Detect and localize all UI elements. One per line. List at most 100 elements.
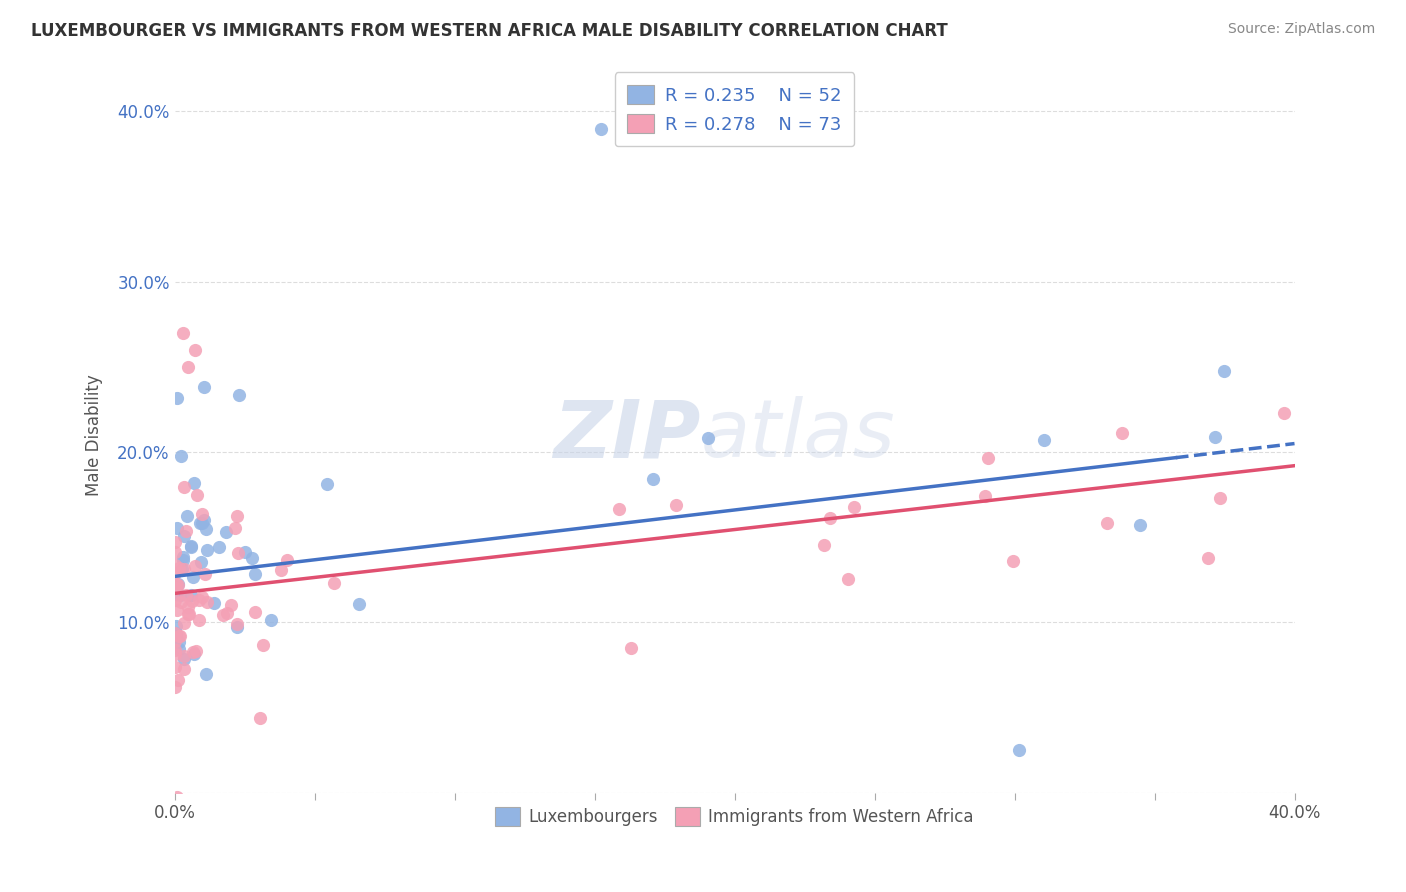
Point (163, 680, 186, 694)
Point (240, 551, 263, 566)
Point (1002, 554, 1025, 568)
Point (643, 472, 665, 486)
Text: atlas: atlas (702, 396, 896, 474)
Point (183, 476, 205, 491)
Point (620, 640, 643, 655)
Point (820, 511, 842, 525)
Point (190, 556, 212, 570)
Legend: Luxembourgers, Immigrants from Western Africa: Luxembourgers, Immigrants from Western A… (486, 799, 981, 834)
Point (165, 619, 187, 633)
Point (163, 643, 186, 657)
Point (252, 638, 274, 652)
Point (166, 577, 188, 591)
Point (173, 562, 195, 576)
Point (180, 588, 202, 602)
Point (173, 652, 195, 666)
Point (174, 524, 197, 539)
Point (166, 602, 188, 616)
Point (165, 625, 187, 640)
Y-axis label: Male Disability: Male Disability (86, 374, 103, 496)
Point (167, 641, 190, 656)
Point (167, 673, 190, 687)
Point (173, 529, 195, 543)
Point (163, 631, 186, 645)
Point (165, 630, 187, 644)
Point (176, 508, 198, 523)
Point (194, 666, 217, 681)
Point (166, 790, 188, 805)
Point (173, 662, 195, 676)
Point (163, 634, 186, 648)
Point (195, 594, 218, 608)
Point (1032, 434, 1054, 448)
Point (696, 431, 718, 445)
Point (163, 558, 186, 573)
Point (607, 502, 630, 516)
Point (1129, 517, 1152, 532)
Point (316, 477, 339, 491)
Point (973, 489, 995, 503)
Point (1209, 491, 1232, 505)
Point (173, 481, 195, 495)
Point (226, 617, 249, 632)
Point (977, 451, 1000, 466)
Point (1272, 406, 1295, 420)
Point (190, 516, 212, 530)
Point (225, 508, 247, 523)
Point (186, 488, 208, 502)
Point (170, 562, 193, 576)
Point (664, 498, 686, 512)
Point (190, 507, 212, 521)
Point (219, 598, 242, 612)
Point (177, 607, 200, 621)
Point (167, 635, 190, 649)
Point (163, 535, 186, 549)
Point (217, 606, 239, 620)
Point (184, 559, 207, 574)
Point (169, 629, 191, 643)
Point (163, 566, 186, 580)
Point (165, 577, 187, 591)
Point (172, 549, 194, 564)
Point (233, 545, 256, 559)
Point (173, 616, 195, 631)
Point (215, 525, 238, 540)
Point (173, 649, 195, 664)
Point (249, 710, 271, 724)
Point (813, 538, 835, 552)
Point (163, 625, 186, 640)
Point (347, 597, 370, 611)
Point (1097, 516, 1119, 530)
Point (165, 627, 187, 641)
Point (243, 605, 266, 619)
Point (837, 572, 859, 586)
Point (224, 521, 246, 535)
Point (169, 588, 191, 602)
Point (211, 607, 233, 622)
Point (276, 553, 298, 567)
Point (180, 540, 202, 554)
Point (187, 593, 209, 607)
Point (180, 540, 202, 554)
Point (172, 552, 194, 566)
Point (188, 516, 211, 531)
Point (188, 613, 211, 627)
Point (1197, 551, 1219, 566)
Point (170, 594, 193, 608)
Point (184, 643, 207, 657)
Point (184, 343, 207, 357)
Point (165, 587, 187, 601)
Point (174, 588, 197, 602)
Point (226, 620, 249, 634)
Point (166, 521, 188, 535)
Point (169, 560, 191, 574)
Point (183, 648, 205, 662)
Text: LUXEMBOURGER VS IMMIGRANTS FROM WESTERN AFRICA MALE DISABILITY CORRELATION CHART: LUXEMBOURGER VS IMMIGRANTS FROM WESTERN … (31, 22, 948, 40)
Point (197, 543, 219, 558)
Point (172, 326, 194, 340)
Point (165, 582, 187, 596)
Point (1111, 425, 1133, 440)
Point (323, 576, 346, 591)
Text: ZIP: ZIP (554, 396, 702, 474)
Point (1212, 364, 1234, 378)
